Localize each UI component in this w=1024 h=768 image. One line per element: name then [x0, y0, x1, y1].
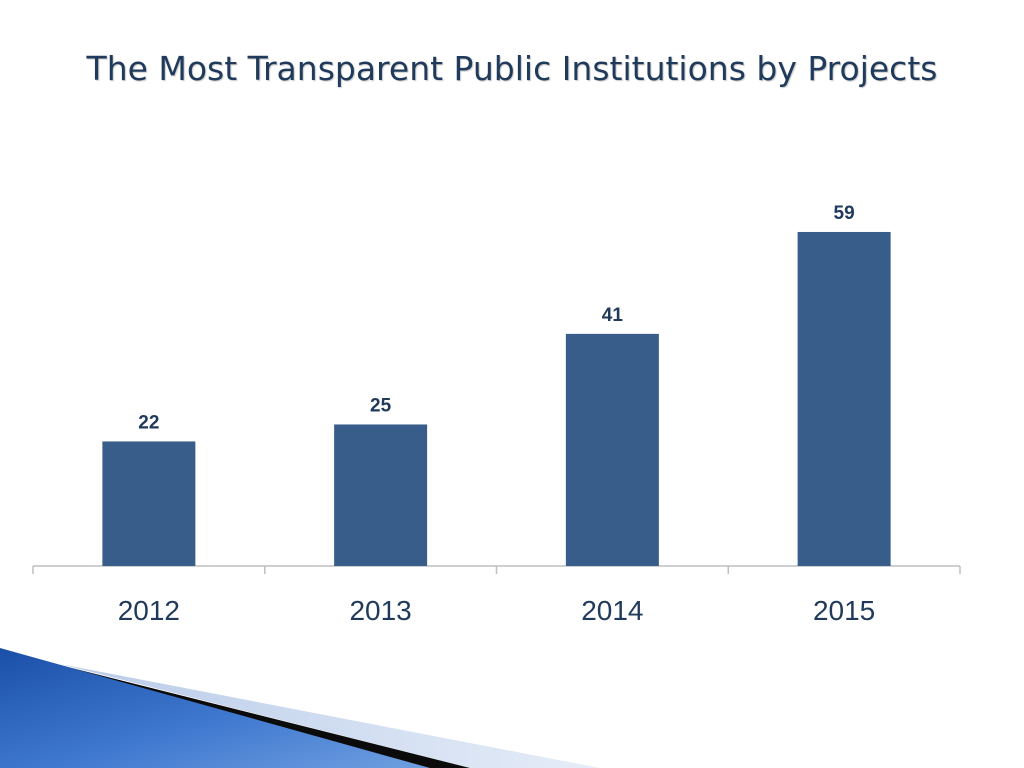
bar: [334, 424, 428, 566]
swoosh-blue-band: [0, 648, 430, 768]
bar: [565, 333, 659, 566]
x-tick-label: 2013: [349, 595, 411, 626]
x-tick-label: 2014: [581, 595, 643, 626]
data-label: 25: [370, 395, 392, 416]
swoosh-pale-band: [60, 664, 600, 768]
swoosh-black-band: [40, 660, 470, 768]
data-label: 41: [602, 305, 624, 326]
bar: [102, 441, 196, 566]
x-tick-label: 2012: [118, 595, 180, 626]
x-tick-label: 2015: [813, 595, 875, 626]
bar: [797, 231, 891, 566]
slide-title: The Most Transparent Public Institutions…: [86, 49, 938, 88]
data-label: 59: [834, 203, 855, 224]
data-label: 22: [138, 412, 159, 433]
